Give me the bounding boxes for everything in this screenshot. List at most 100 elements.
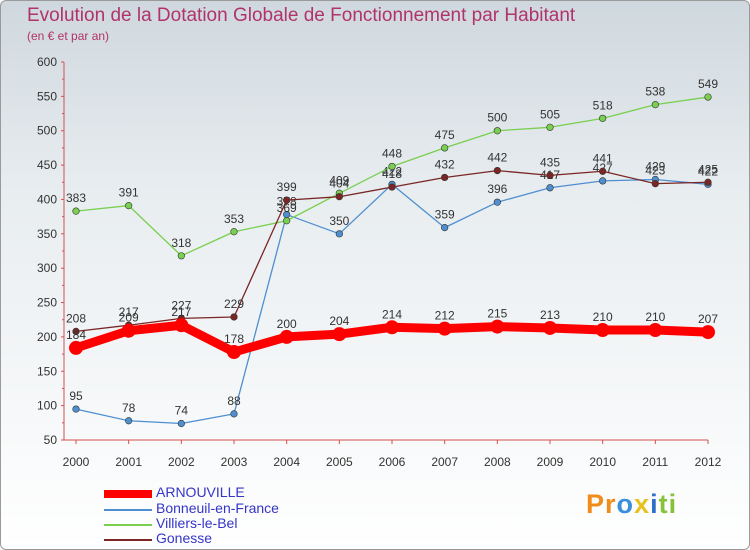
- logo-part-3: x: [634, 489, 651, 519]
- data-label: 208: [66, 311, 86, 325]
- data-point: [388, 183, 396, 191]
- data-label: 200: [277, 317, 297, 331]
- data-point: [441, 173, 449, 182]
- data-label: 178: [224, 332, 244, 346]
- data-point: [332, 327, 347, 342]
- logo-part-2: o: [616, 489, 635, 519]
- x-tick-label: 2003: [221, 455, 248, 469]
- x-tick-label: 2008: [484, 455, 511, 469]
- data-point: [546, 171, 554, 179]
- data-label: 518: [593, 98, 613, 112]
- y-tick-label: 200: [37, 330, 57, 344]
- data-point: [437, 321, 452, 336]
- legend-swatch: [104, 509, 152, 511]
- data-point: [227, 345, 241, 360]
- proxiti-logo: Proxiti: [586, 489, 677, 520]
- y-tick-label: 100: [37, 399, 57, 413]
- data-label: 184: [66, 328, 86, 342]
- data-point: [651, 180, 659, 188]
- data-label: 227: [171, 298, 191, 312]
- data-label: 217: [171, 305, 191, 319]
- logo-part-4: i: [650, 489, 659, 519]
- data-point: [704, 93, 712, 101]
- logo-part-1: Pr: [586, 489, 617, 519]
- data-label: 217: [119, 305, 139, 319]
- x-tick-label: 2011: [642, 455, 668, 469]
- data-label: 318: [171, 236, 191, 250]
- data-label: 212: [435, 309, 455, 323]
- data-point: [72, 327, 80, 336]
- x-tick-label: 2006: [379, 455, 406, 469]
- data-point: [385, 320, 399, 335]
- data-point: [546, 123, 554, 131]
- data-point: [279, 329, 294, 344]
- y-tick-label: 550: [37, 89, 57, 103]
- data-label: 399: [277, 180, 297, 194]
- data-point: [441, 144, 449, 152]
- data-point: [493, 127, 501, 135]
- x-tick-label: 2007: [431, 455, 458, 469]
- x-tick-label: 2002: [168, 455, 195, 469]
- data-label: 88: [227, 394, 241, 408]
- data-point: [599, 114, 607, 122]
- data-point: [441, 224, 449, 232]
- data-point: [335, 193, 343, 201]
- data-point: [230, 228, 238, 236]
- data-point: [595, 323, 610, 338]
- data-point: [177, 419, 185, 428]
- data-label: 422: [698, 164, 718, 178]
- data-label: 214: [382, 307, 402, 321]
- data-label: 409: [329, 173, 349, 187]
- data-label: 418: [382, 167, 402, 181]
- y-tick-label: 150: [37, 364, 57, 378]
- data-label: 549: [698, 77, 718, 91]
- y-tick-label: 500: [37, 124, 57, 138]
- logo-part-5: ti: [658, 489, 678, 519]
- data-label: 423: [645, 164, 665, 178]
- x-tick-label: 2001: [115, 455, 142, 469]
- data-point: [546, 184, 554, 192]
- chart-subtitle: (en € et par an): [27, 29, 110, 43]
- data-label: 229: [224, 297, 244, 311]
- data-label: 207: [698, 312, 718, 326]
- data-point: [543, 320, 557, 335]
- data-label: 350: [329, 214, 349, 228]
- data-point: [335, 230, 343, 238]
- data-label: 435: [540, 155, 560, 169]
- legend-swatch: [104, 524, 152, 526]
- data-point: [72, 405, 80, 413]
- legend-swatch: [104, 539, 152, 541]
- y-tick-label: 400: [37, 192, 57, 206]
- data-point: [230, 410, 238, 418]
- data-point: [599, 167, 607, 175]
- data-label: 210: [645, 310, 665, 324]
- data-point: [125, 202, 133, 210]
- data-label: 209: [119, 311, 139, 325]
- legend-swatch: [104, 490, 152, 498]
- y-tick-label: 50: [44, 433, 58, 447]
- data-point: [72, 207, 80, 215]
- data-point: [651, 101, 659, 109]
- x-tick-label: 2010: [589, 455, 616, 469]
- data-label: 448: [382, 146, 402, 160]
- y-tick-label: 350: [37, 227, 57, 241]
- data-point: [177, 252, 185, 260]
- data-label: 425: [698, 162, 718, 176]
- legend-label: ARNOUVILLE: [156, 484, 245, 500]
- data-label: 95: [69, 389, 83, 403]
- data-label: 215: [487, 307, 507, 321]
- x-tick-label: 2012: [695, 455, 722, 469]
- data-label: 204: [329, 314, 349, 328]
- legend-label: Gonesse: [156, 530, 213, 546]
- data-label: 505: [540, 107, 560, 121]
- legend-label: Bonneuil-en-France: [156, 500, 279, 516]
- x-tick-label: 2005: [326, 455, 353, 469]
- data-label: 441: [593, 151, 613, 165]
- data-label: 422: [382, 164, 402, 178]
- data-point: [174, 318, 189, 333]
- data-label: 391: [119, 186, 139, 200]
- y-tick-label: 300: [37, 261, 57, 275]
- data-point: [648, 323, 663, 338]
